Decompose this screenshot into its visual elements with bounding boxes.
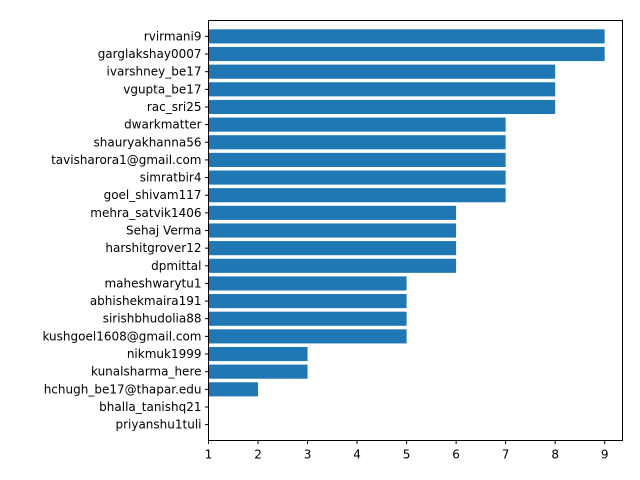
x-tick-label-1: 2 xyxy=(254,448,262,462)
y-tick-label-3: vgupta_be17 xyxy=(123,82,201,96)
y-tick-label-20: hchugh_be17@thapar.edu xyxy=(44,382,202,396)
bar-2 xyxy=(208,64,556,79)
y-tick-label-1: garglakshay0007 xyxy=(98,47,202,61)
bar-11 xyxy=(208,223,457,238)
x-tick-label-5: 6 xyxy=(452,448,460,462)
bar-14 xyxy=(208,276,407,291)
y-tick-label-17: kushgoel1608@gmail.com xyxy=(42,329,201,343)
bar-1 xyxy=(208,46,605,62)
y-tick-label-4: rac_sri25 xyxy=(147,100,202,114)
y-tick-label-8: simratbir4 xyxy=(140,171,202,185)
y-tick-label-9: goel_shivam117 xyxy=(104,188,202,202)
y-tick-label-15: abhishekmaira191 xyxy=(90,294,202,308)
y-tick-label-10: mehra_satvik1406 xyxy=(90,206,201,220)
y-tick-label-19: kunalsharma_here xyxy=(91,365,202,379)
bar-20 xyxy=(208,382,259,397)
x-tick-label-8: 9 xyxy=(601,448,609,462)
bar-12 xyxy=(208,241,457,256)
y-tick-label-14: maheshwarytu1 xyxy=(104,276,201,290)
y-tick-label-6: shauryakhanna56 xyxy=(94,135,202,149)
y-tick-label-0: rvirmani9 xyxy=(144,29,202,43)
x-tick-label-3: 4 xyxy=(353,448,361,462)
bar-19 xyxy=(208,364,308,379)
plot-frame xyxy=(208,20,623,441)
bar-18 xyxy=(208,346,308,362)
x-tick-label-0: 1 xyxy=(205,448,213,462)
y-tick-label-13: dpmittal xyxy=(151,259,201,273)
y-tick-label-7: tavisharora1@gmail.com xyxy=(51,153,201,167)
bar-9 xyxy=(208,188,506,203)
bar-6 xyxy=(208,135,506,150)
bar-17 xyxy=(208,329,407,344)
x-tick-label-2: 3 xyxy=(304,448,312,462)
bar-3 xyxy=(208,82,556,97)
y-tick-label-11: Sehaj Verma xyxy=(126,224,202,238)
y-tick-label-5: dwarkmatter xyxy=(124,118,202,132)
bar-7 xyxy=(208,152,506,167)
y-tick-label-18: nikmuk1999 xyxy=(127,347,202,361)
bar-5 xyxy=(208,117,506,132)
bars-group xyxy=(208,29,605,397)
y-axis: rvirmani9 garglakshay0007 ivarshney_be17vg… xyxy=(42,29,209,432)
x-tick-label-4: 5 xyxy=(403,448,411,462)
bar-0 xyxy=(208,29,605,44)
bar-15 xyxy=(208,294,407,309)
y-tick-label-16: sirishbhudolia88 xyxy=(103,312,202,326)
bar-4 xyxy=(208,99,556,115)
x-tick-label-7: 8 xyxy=(551,448,559,462)
bar-8 xyxy=(208,170,506,185)
bar-16 xyxy=(208,311,407,326)
y-tick-label-21: bhalla_tanishq21 xyxy=(99,400,201,414)
y-tick-label-2: ivarshney_be17 xyxy=(107,65,202,79)
y-tick-label-22: priyanshu1tuli xyxy=(115,418,201,432)
bar-13 xyxy=(208,258,457,273)
x-tick-label-6: 7 xyxy=(502,448,510,462)
bar-10 xyxy=(208,205,457,220)
x-axis: 1 2 3 4 5 6 7 8 9 xyxy=(205,440,609,462)
y-tick-label-12: harshitgrover12 xyxy=(105,241,201,255)
